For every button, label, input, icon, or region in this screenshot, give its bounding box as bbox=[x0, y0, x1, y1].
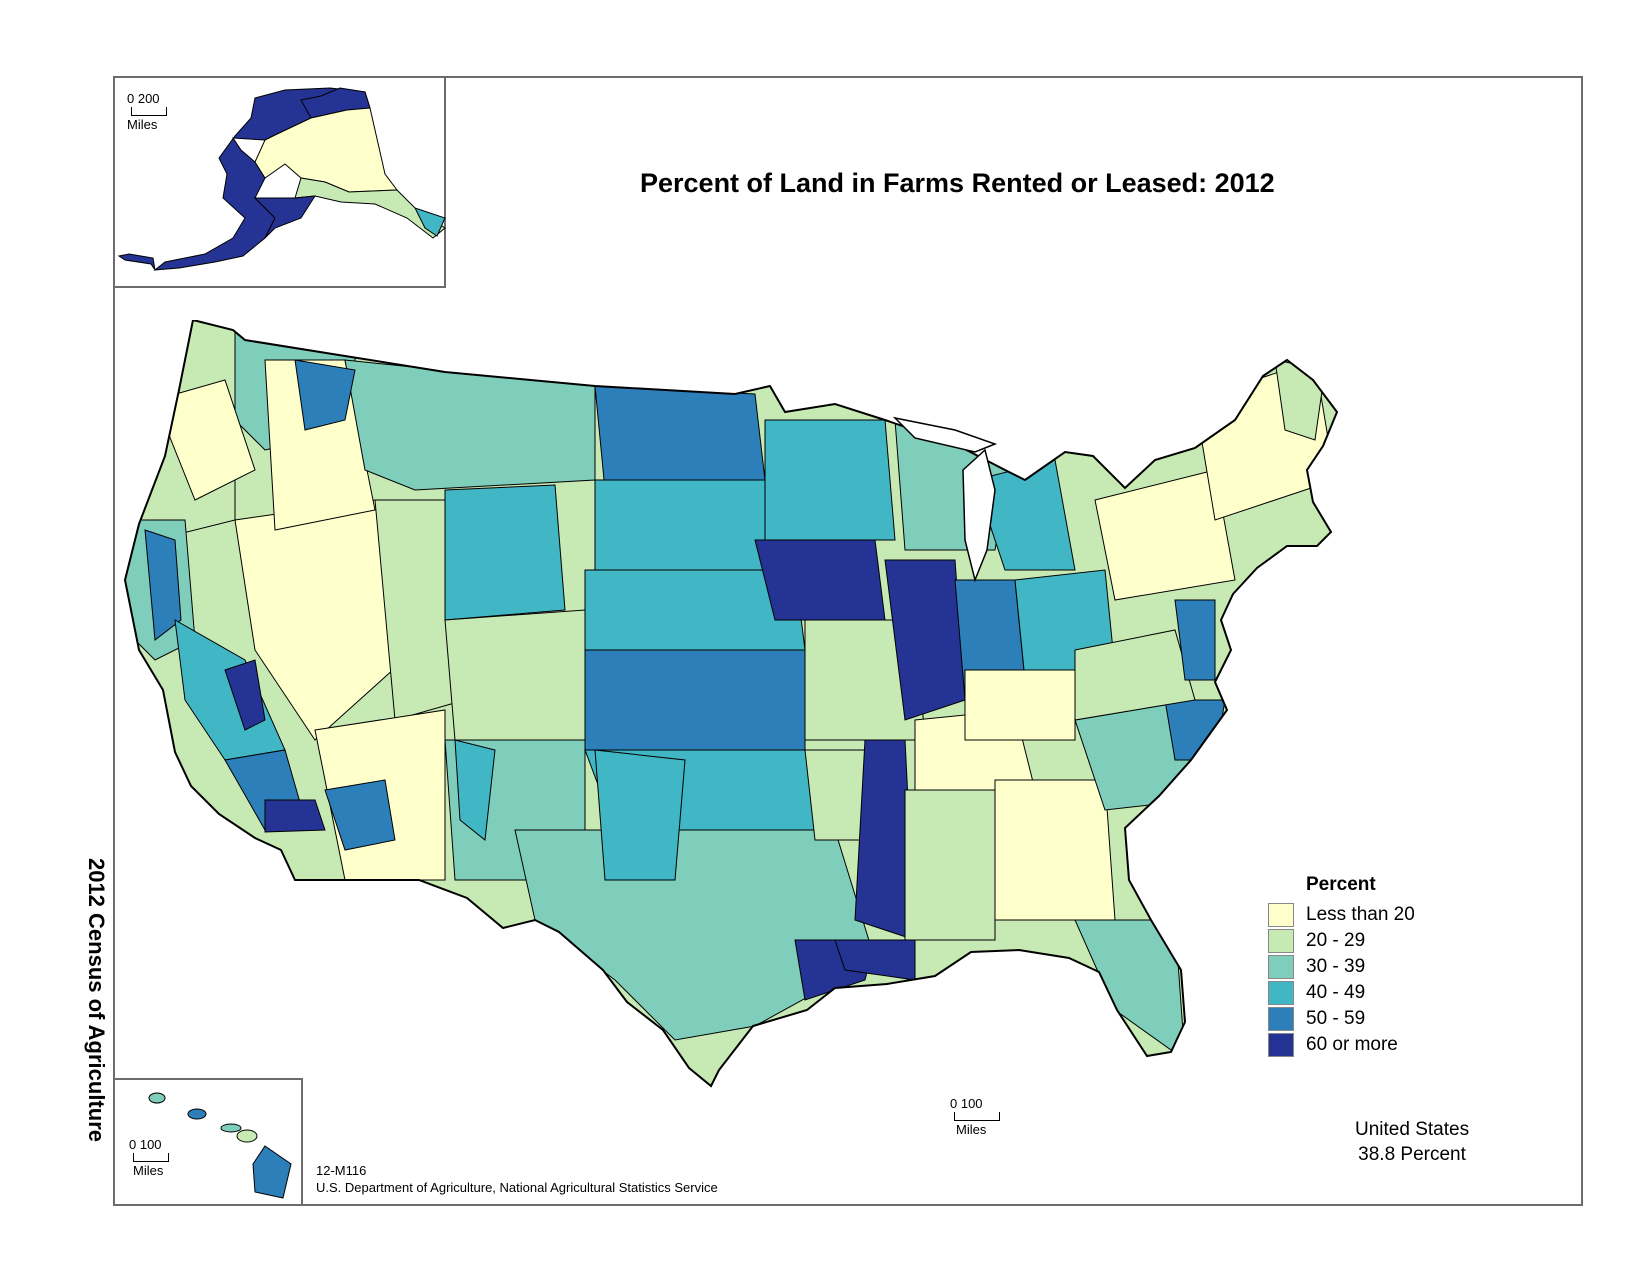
region-central-valley bbox=[224, 659, 266, 731]
contiguous-us-map bbox=[115, 320, 1475, 1170]
region-iowa bbox=[754, 539, 886, 621]
island-molokai bbox=[220, 1123, 242, 1133]
legend-swatch bbox=[1268, 1033, 1294, 1057]
region-new-york-penn bbox=[1094, 469, 1236, 601]
side-label: 2012 Census of Agriculture bbox=[84, 857, 109, 1143]
legend-item: 40 - 49 bbox=[1268, 980, 1415, 1006]
source-agency: U.S. Department of Agriculture, National… bbox=[316, 1180, 718, 1195]
legend-item: 60 or more bbox=[1268, 1032, 1415, 1058]
alaska-inset: 0 200 Miles bbox=[113, 76, 446, 288]
legend-label: 40 - 49 bbox=[1306, 982, 1366, 1003]
island-kauai bbox=[148, 1092, 166, 1104]
region-new-mexico-west bbox=[454, 739, 496, 841]
lake-michigan bbox=[962, 448, 996, 583]
scale-line bbox=[133, 1153, 169, 1162]
legend-items: Less than 20 20 - 29 30 - 39 40 - 49 50 - 59… bbox=[1268, 902, 1415, 1058]
island-maui bbox=[236, 1129, 258, 1143]
legend-label: 50 - 59 bbox=[1306, 1008, 1366, 1029]
legend-label: 30 - 39 bbox=[1306, 956, 1366, 977]
legend: Percent Less than 20 20 - 29 30 - 39 40 - 4… bbox=[1268, 874, 1415, 1058]
lake-superior bbox=[892, 416, 998, 453]
scale-numbers: 0 100 bbox=[950, 1096, 983, 1111]
scale-unit: Miles bbox=[133, 1163, 164, 1178]
region-colorado bbox=[444, 609, 596, 741]
us-outline bbox=[123, 320, 1339, 1088]
scale-unit: Miles bbox=[956, 1122, 987, 1137]
alaska-scale-bar: 0 200 Miles bbox=[127, 92, 167, 132]
map-code: 12-M116 bbox=[316, 1163, 367, 1178]
region-texas bbox=[514, 829, 876, 1041]
hawaii-scale-bar: 0 100 Miles bbox=[129, 1138, 169, 1178]
region-south-dakota bbox=[594, 479, 776, 571]
us-map-svg bbox=[123, 320, 1339, 1088]
region-texas-panhandle bbox=[594, 749, 686, 881]
legend-swatch bbox=[1268, 955, 1294, 979]
legend-item: Less than 20 bbox=[1268, 902, 1415, 928]
region-mississippi-alabama bbox=[904, 789, 996, 941]
scale-line bbox=[131, 107, 167, 116]
region-north-dakota bbox=[594, 385, 766, 491]
us-total: United States 38.8 Percent bbox=[1355, 1117, 1469, 1167]
region-virginia-wv bbox=[1074, 629, 1196, 721]
us-total-label: United States bbox=[1355, 1119, 1470, 1140]
legend-swatch bbox=[1268, 903, 1294, 927]
alaska-map bbox=[117, 87, 446, 271]
scale-line bbox=[954, 1112, 1000, 1121]
region-florida bbox=[1074, 919, 1186, 1062]
legend-label: Less than 20 bbox=[1306, 904, 1415, 925]
legend-swatch bbox=[1268, 1007, 1294, 1031]
legend-item: 30 - 39 bbox=[1268, 954, 1415, 980]
region-north-idaho bbox=[294, 359, 356, 431]
region-kansas bbox=[584, 649, 806, 751]
region-kentucky bbox=[964, 669, 1076, 741]
legend-title: Percent bbox=[1306, 874, 1376, 895]
scale-numbers: 0 100 bbox=[129, 1137, 162, 1152]
legend-item: 50 - 59 bbox=[1268, 1006, 1415, 1032]
region-arizona-south bbox=[324, 779, 396, 851]
legend-label: 20 - 29 bbox=[1306, 930, 1366, 951]
region-imperial-valley bbox=[264, 799, 326, 833]
source-note: 12-M116 U.S. Department of Agriculture, … bbox=[316, 1162, 718, 1196]
us-total-value: 38.8 Percent bbox=[1358, 1144, 1466, 1165]
island-hawaii bbox=[252, 1145, 292, 1199]
alaska-panhandle-region bbox=[414, 207, 446, 237]
scale-unit: Miles bbox=[127, 117, 158, 132]
island-oahu bbox=[187, 1108, 207, 1120]
main-scale-bar: 0 100 Miles bbox=[950, 1097, 1000, 1137]
region-wyoming bbox=[444, 484, 566, 621]
region-minnesota bbox=[764, 419, 896, 541]
region-carolina-coast bbox=[1164, 699, 1226, 761]
alaska-aleutian-islands bbox=[117, 253, 156, 271]
alaska-peninsula-region bbox=[253, 195, 316, 239]
region-georgia bbox=[994, 779, 1116, 921]
hawaii-inset: 0 100 Miles bbox=[113, 1078, 303, 1206]
hawaii-map bbox=[148, 1092, 292, 1199]
region-montana bbox=[344, 359, 596, 491]
region-oregon-central bbox=[154, 379, 256, 501]
scale-numbers: 0 200 bbox=[127, 91, 160, 106]
legend-swatch bbox=[1268, 981, 1294, 1005]
region-sacramento-valley bbox=[144, 529, 182, 641]
legend-item: 20 - 29 bbox=[1268, 928, 1415, 954]
legend-label: 60 or more bbox=[1306, 1034, 1398, 1055]
map-title: Percent of Land in Farms Rented or Lease… bbox=[640, 168, 1275, 198]
legend-swatch bbox=[1268, 929, 1294, 953]
